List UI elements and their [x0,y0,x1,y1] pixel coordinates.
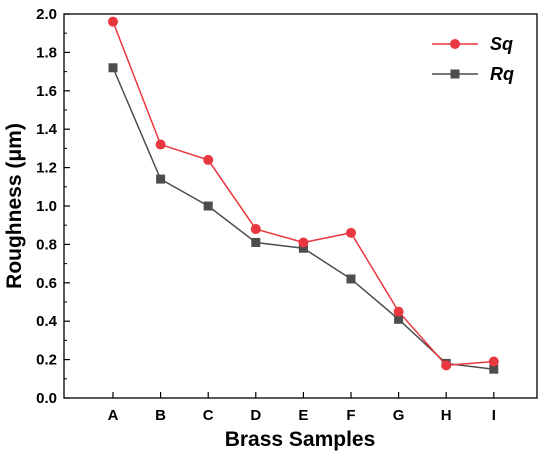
data-point-sq [203,154,214,165]
data-point-rq [156,174,166,184]
y-tick-label: 0.8 [36,236,57,253]
x-tick-label: F [346,407,355,424]
data-point-rq [394,314,404,324]
y-tick-label: 0.6 [36,275,57,292]
legend-item-rq: Rq [432,64,514,84]
data-point-rq [108,63,118,73]
data-point-sq [108,16,118,27]
y-tick-label: 1.0 [36,198,57,215]
y-axis-title: Roughness (μm) [3,123,26,289]
data-point-rq [203,201,213,211]
y-tick-label: 1.4 [36,121,58,138]
data-point-sq [250,224,261,235]
x-tick-label: B [155,407,166,424]
legend-marker-circle [450,39,460,49]
x-tick-label: E [298,407,308,424]
x-axis-title: Brass Samples [225,428,376,451]
y-tick-label: 1.8 [36,44,57,61]
x-tick-label: I [492,407,496,424]
data-point-sq [441,360,452,371]
data-point-rq [251,237,261,247]
legend-marker-square [450,69,460,79]
x-axis: A B C D E F G H I [108,392,496,424]
y-axis: 0.0 0.2 0.4 0.6 0.8 1.0 1.2 1.4 1.6 1.8 2.0 [36,6,70,407]
y-tick-label: 1.6 [36,83,57,100]
x-tick-label: H [441,407,452,424]
series-line-sq [112,21,494,367]
series-rq [108,63,499,374]
data-point-sq [155,139,166,150]
legend-label: Sq [490,34,513,54]
series-line-rq [112,67,494,370]
y-tick-label: 2.0 [36,6,57,23]
y-tick-label: 0.2 [36,352,57,369]
data-point-sq [393,306,404,317]
plot-frame [63,13,538,399]
legend-item-sq: Sq [432,34,513,54]
x-tick-label: D [250,407,261,424]
x-tick-label: G [393,407,405,424]
data-point-rq [346,274,356,284]
x-tick-label: C [203,407,214,424]
y-tick-label: 1.2 [36,160,57,177]
data-point-rq [298,243,308,253]
series-sq [108,16,499,371]
y-tick-label: 0.0 [36,390,57,407]
legend: Sq Rq [432,34,514,84]
legend-label: Rq [490,64,514,84]
data-point-sq [346,227,356,238]
y-tick-label: 0.4 [36,313,58,330]
series-layer [108,16,499,374]
x-tick-label: A [108,407,119,424]
data-point-sq [298,237,309,248]
data-point-rq [489,364,499,374]
data-point-sq [488,356,499,367]
